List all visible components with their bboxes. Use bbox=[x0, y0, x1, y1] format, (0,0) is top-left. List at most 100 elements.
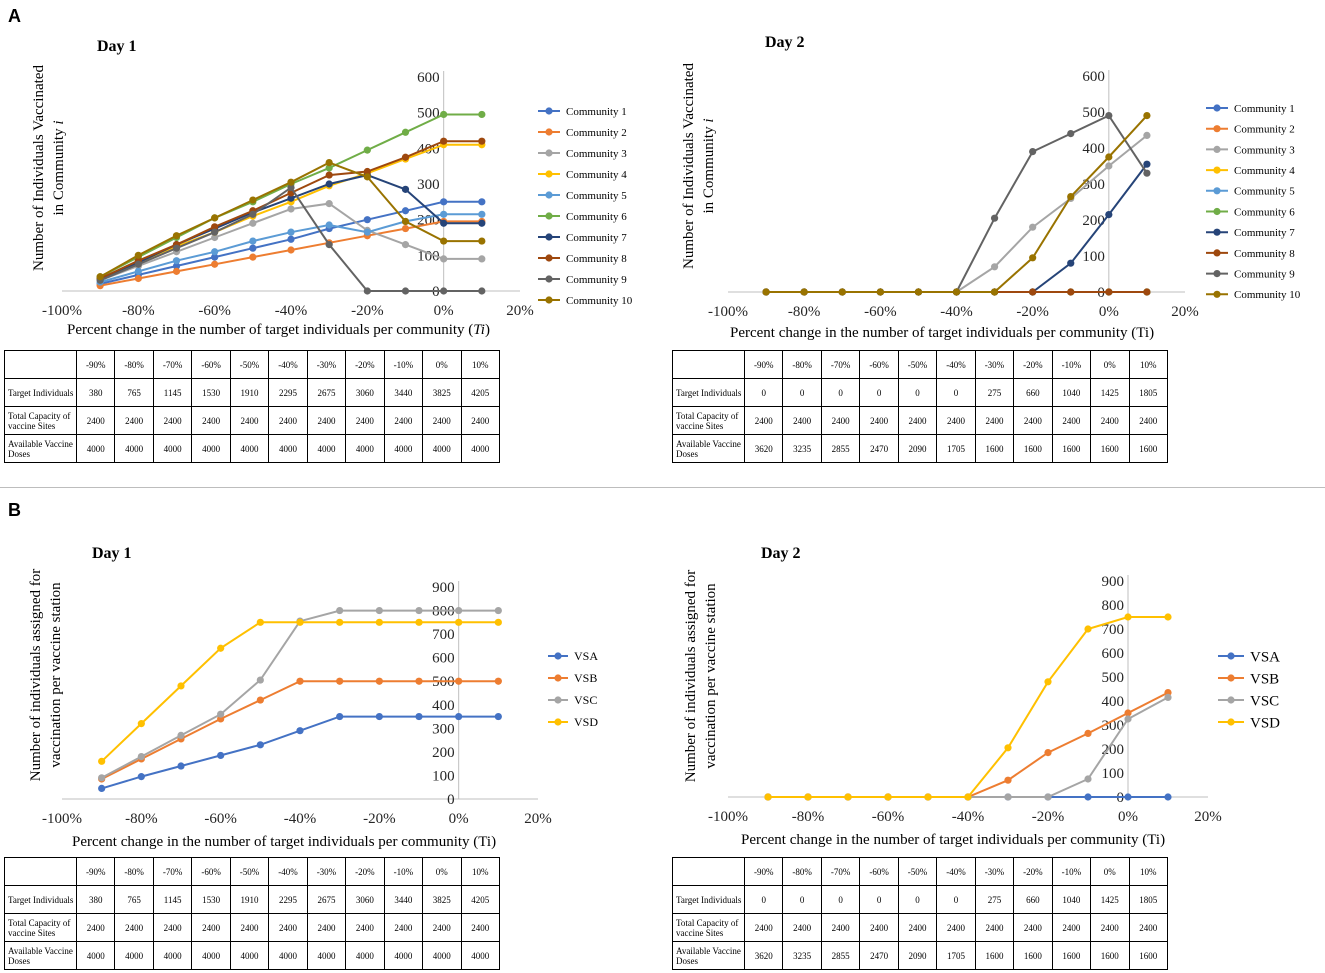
table-cell: 380 bbox=[75, 378, 116, 407]
data-point-vsd bbox=[98, 757, 106, 765]
legend-label-community-1: Community 1 bbox=[1234, 103, 1295, 115]
table-cell: 4000 bbox=[460, 434, 501, 463]
table-cell: 275 bbox=[974, 378, 1015, 407]
data-point-community-10 bbox=[325, 159, 333, 167]
data-point-vsc bbox=[1044, 793, 1052, 801]
data-point-community-10 bbox=[1143, 112, 1151, 120]
data-point-community-3 bbox=[401, 241, 410, 249]
legend-marker-community-6 bbox=[1213, 207, 1221, 216]
y-tick-label: 500 bbox=[432, 674, 455, 690]
table-cell: 2400 bbox=[191, 406, 231, 435]
data-point-vsb bbox=[336, 677, 344, 685]
data-point-vsb bbox=[1084, 729, 1092, 737]
data-point-vsb bbox=[455, 677, 463, 685]
table-cell: 1425 bbox=[1090, 378, 1130, 407]
table-row-doses: Available Vaccine Doses 3620 3235 2855 2470 2… bbox=[672, 941, 1169, 970]
table-cell: 1600 bbox=[1090, 941, 1130, 970]
table-row-doses: Available Vaccine Doses 4000 4000 4000 4000 4… bbox=[4, 941, 501, 970]
data-point-community-9 bbox=[1143, 169, 1151, 177]
data-point-vsd bbox=[177, 682, 185, 690]
table-header-cell: -70% bbox=[152, 350, 193, 379]
table-cell: 4000 bbox=[345, 941, 385, 970]
table-cell: 3440 bbox=[383, 378, 424, 407]
y-tick-label: 400 bbox=[1102, 694, 1125, 710]
data-point-vsb bbox=[1004, 776, 1012, 784]
y-tick-label: 0 bbox=[447, 792, 455, 808]
data-point-community-8 bbox=[1105, 288, 1113, 296]
data-point-community-7 bbox=[1105, 211, 1113, 219]
legend-marker-community-8 bbox=[1213, 249, 1221, 257]
table-a-day2: -90% -80% -70% -60% -50% -40% -30% -20% -10% 0% 10… bbox=[672, 350, 1169, 463]
x-tick-label: -80% bbox=[788, 304, 821, 320]
data-point-community-10 bbox=[287, 178, 295, 186]
table-header-cell: -30% bbox=[974, 350, 1015, 379]
table-cell: 765 bbox=[114, 378, 154, 407]
table-cell: 4000 bbox=[75, 434, 116, 463]
data-point-community-10 bbox=[952, 288, 961, 296]
y-axis-label-group: Number of Individuals Vaccinated in Commu… bbox=[681, 63, 717, 269]
table-cell: 0 bbox=[859, 885, 899, 914]
x-tick-label: -100% bbox=[42, 303, 82, 319]
data-point-community-10 bbox=[478, 237, 486, 245]
table-header-cell: -40% bbox=[268, 857, 308, 886]
y-tick-label: 600 bbox=[1082, 69, 1105, 85]
table-cell: 765 bbox=[114, 885, 154, 914]
table-cell: 4000 bbox=[268, 434, 308, 463]
legend-label-vsa: VSA bbox=[1250, 649, 1280, 665]
x-tick-label: -60% bbox=[864, 304, 897, 320]
x-tick-label: -100% bbox=[42, 811, 82, 827]
legend-marker-community-4 bbox=[545, 170, 553, 178]
legend-label-vsc: VSC bbox=[1250, 693, 1279, 709]
data-point-vsb bbox=[256, 696, 264, 704]
data-point-vsd bbox=[256, 618, 264, 626]
data-point-community-7 bbox=[401, 185, 410, 193]
table-cell: 2400 bbox=[75, 406, 116, 435]
table-cell: 4000 bbox=[306, 434, 347, 463]
legend-label-community-7: Community 7 bbox=[1234, 227, 1295, 239]
table-cell: 4000 bbox=[114, 941, 154, 970]
data-point-community-10 bbox=[440, 237, 448, 245]
table-header-cell: -70% bbox=[820, 350, 861, 379]
legend-label-community-9: Community 9 bbox=[566, 274, 627, 286]
table-header-cell: -20% bbox=[345, 857, 385, 886]
table-cell: 2295 bbox=[268, 378, 308, 407]
data-point-community-9 bbox=[478, 287, 486, 295]
data-point-vsa bbox=[98, 784, 106, 792]
legend-marker-vsc bbox=[1227, 696, 1235, 704]
table-header-cell: -60% bbox=[191, 857, 231, 886]
table-cell: 2400 bbox=[1013, 406, 1053, 435]
table-row-label: Target Individuals bbox=[4, 378, 77, 407]
table-cell: 2400 bbox=[1128, 913, 1169, 942]
data-point-vsa bbox=[137, 773, 145, 781]
data-point-vsb bbox=[494, 677, 502, 685]
table-cell: 4000 bbox=[75, 941, 116, 970]
data-point-vsb bbox=[375, 677, 383, 685]
data-point-community-9 bbox=[363, 287, 371, 295]
table-header-cell: -50% bbox=[897, 350, 938, 379]
table-header-cell: -30% bbox=[306, 350, 347, 379]
data-point-community-10 bbox=[134, 251, 142, 259]
data-point-vsd bbox=[1084, 625, 1092, 633]
data-point-vsd bbox=[137, 720, 145, 728]
table-header-row: -90% -80% -70% -60% -50% -40% -30% -20% -10% 0% 10… bbox=[4, 350, 501, 379]
legend-marker-community-3 bbox=[545, 149, 553, 157]
data-point-vsc bbox=[256, 676, 264, 684]
legend-marker-community-7 bbox=[1213, 228, 1221, 236]
table-cell: 2400 bbox=[1090, 406, 1130, 435]
legend-label-community-4: Community 4 bbox=[566, 169, 627, 181]
table-cell: 2400 bbox=[743, 406, 784, 435]
data-point-community-8 bbox=[1143, 288, 1151, 296]
data-point-community-5 bbox=[363, 228, 371, 236]
table-header-cell: -50% bbox=[229, 350, 270, 379]
table-header-cell: -80% bbox=[782, 857, 822, 886]
data-point-community-9 bbox=[172, 244, 181, 252]
table-header-cell: -20% bbox=[1013, 857, 1053, 886]
legend-label-community-9: Community 9 bbox=[1234, 268, 1295, 280]
data-point-community-8 bbox=[401, 153, 410, 161]
legend-marker-community-9 bbox=[1213, 270, 1221, 278]
table-cell: 3825 bbox=[422, 885, 462, 914]
x-tick-label: 0% bbox=[1099, 304, 1119, 320]
table-cell: 3620 bbox=[743, 941, 784, 970]
data-point-community-1 bbox=[363, 216, 371, 224]
